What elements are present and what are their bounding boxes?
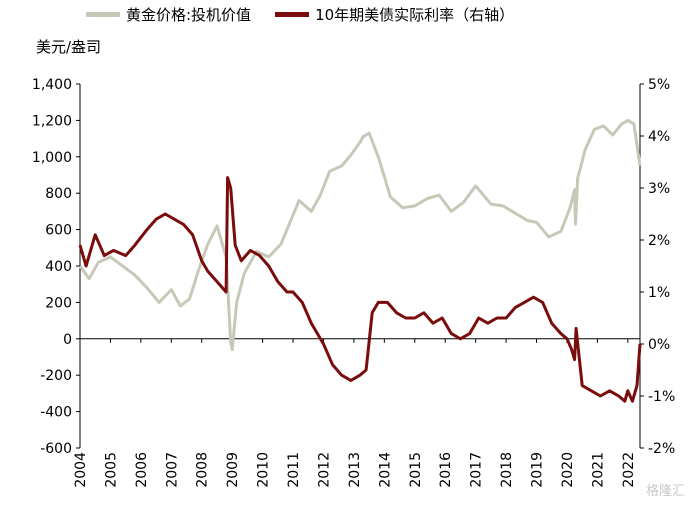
x-tick-label: 2007 (164, 452, 180, 488)
left-tick-label: -600 (40, 441, 72, 457)
left-tick-label: -200 (40, 368, 72, 384)
x-tick-label: 2004 (73, 452, 89, 488)
legend-label-gold: 黄金价格:投机价值 (126, 6, 252, 24)
right-tick-label: -1% (648, 389, 675, 405)
right-tick-label: 4% (648, 129, 670, 145)
left-tick-label: 1,400 (32, 77, 72, 93)
legend: 黄金价格:投机价值 10年期美债实际利率（右轴） (86, 4, 538, 25)
right-tick-label: 5% (648, 77, 670, 93)
x-tick-label: 2022 (621, 452, 637, 488)
right-tick-label: 0% (648, 337, 670, 353)
right-tick-label: 1% (648, 285, 670, 301)
right-tick-label: -2% (648, 441, 675, 457)
x-tick-label: 2008 (195, 452, 211, 488)
x-tick-label: 2013 (347, 452, 363, 488)
left-tick-label: 0 (63, 332, 72, 348)
legend-item-yield: 10年期美债实际利率（右轴） (275, 4, 514, 25)
x-tick-label: 2021 (590, 452, 606, 488)
left-tick-label: 200 (45, 295, 72, 311)
real-yield-line (78, 176, 642, 403)
legend-swatch-gold (86, 12, 120, 17)
x-tick-label: 2018 (499, 452, 515, 488)
left-axis-unit: 美元/盎司 (36, 38, 102, 56)
x-tick-label: 2017 (469, 452, 485, 488)
x-tick-label: 2019 (530, 452, 546, 488)
x-tick-label: 2011 (286, 452, 302, 488)
x-tick-label: 2009 (225, 452, 241, 488)
left-tick-label: 1,000 (32, 150, 72, 166)
right-tick-label: 2% (648, 233, 670, 249)
left-tick-label: 600 (45, 223, 72, 239)
x-tick-label: 2005 (103, 452, 119, 488)
x-tick-label: 2006 (134, 452, 150, 488)
left-tick-label: 1,200 (32, 113, 72, 129)
right-tick-label: 3% (648, 181, 670, 197)
x-tick-label: 2020 (560, 452, 576, 488)
legend-swatch-yield (275, 12, 310, 17)
left-tick-label: 400 (45, 259, 72, 275)
left-tick-label: -400 (40, 405, 72, 421)
x-tick-label: 2012 (316, 452, 332, 488)
x-tick-label: 2010 (256, 452, 272, 488)
gold-price-line (78, 118, 642, 352)
legend-label-yield: 10年期美债实际利率（右轴） (315, 6, 515, 24)
x-tick-label: 2014 (377, 452, 393, 488)
legend-item-gold: 黄金价格:投机价值 (86, 4, 251, 25)
x-tick-label: 2016 (438, 452, 454, 488)
watermark: 格隆汇 (645, 484, 685, 499)
x-tick-label: 2015 (408, 452, 424, 488)
left-tick-label: 800 (45, 186, 72, 202)
